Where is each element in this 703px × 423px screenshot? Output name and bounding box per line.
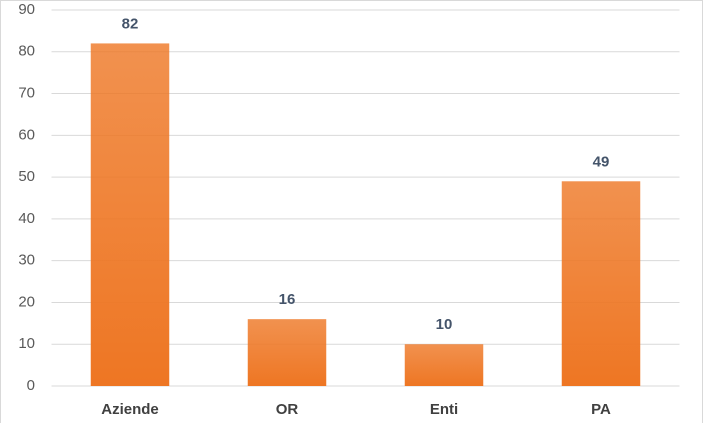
y-tick-label: 60 — [18, 126, 35, 143]
y-tick-label: 90 — [18, 1, 35, 18]
y-tick-label: 80 — [18, 43, 35, 60]
y-tick-label: 30 — [18, 252, 35, 269]
bar — [90, 43, 170, 387]
data-label: 16 — [279, 291, 296, 308]
data-label: 10 — [436, 316, 453, 333]
y-tick-label: 10 — [18, 335, 35, 352]
x-tick-label: OR — [276, 401, 299, 418]
y-tick-label: 70 — [18, 85, 35, 102]
bar — [247, 319, 327, 386]
data-label: 49 — [593, 153, 610, 170]
y-tick-label: 0 — [27, 377, 35, 394]
y-tick-label: 50 — [18, 168, 35, 185]
x-tick-label: Aziende — [101, 401, 159, 418]
y-tick-label: 40 — [18, 210, 35, 227]
y-tick-label: 20 — [18, 293, 35, 310]
x-tick-label: PA — [591, 401, 611, 418]
x-tick-label: Enti — [430, 401, 458, 418]
data-label: 82 — [122, 15, 139, 32]
bar — [404, 344, 484, 386]
bar — [561, 181, 641, 386]
